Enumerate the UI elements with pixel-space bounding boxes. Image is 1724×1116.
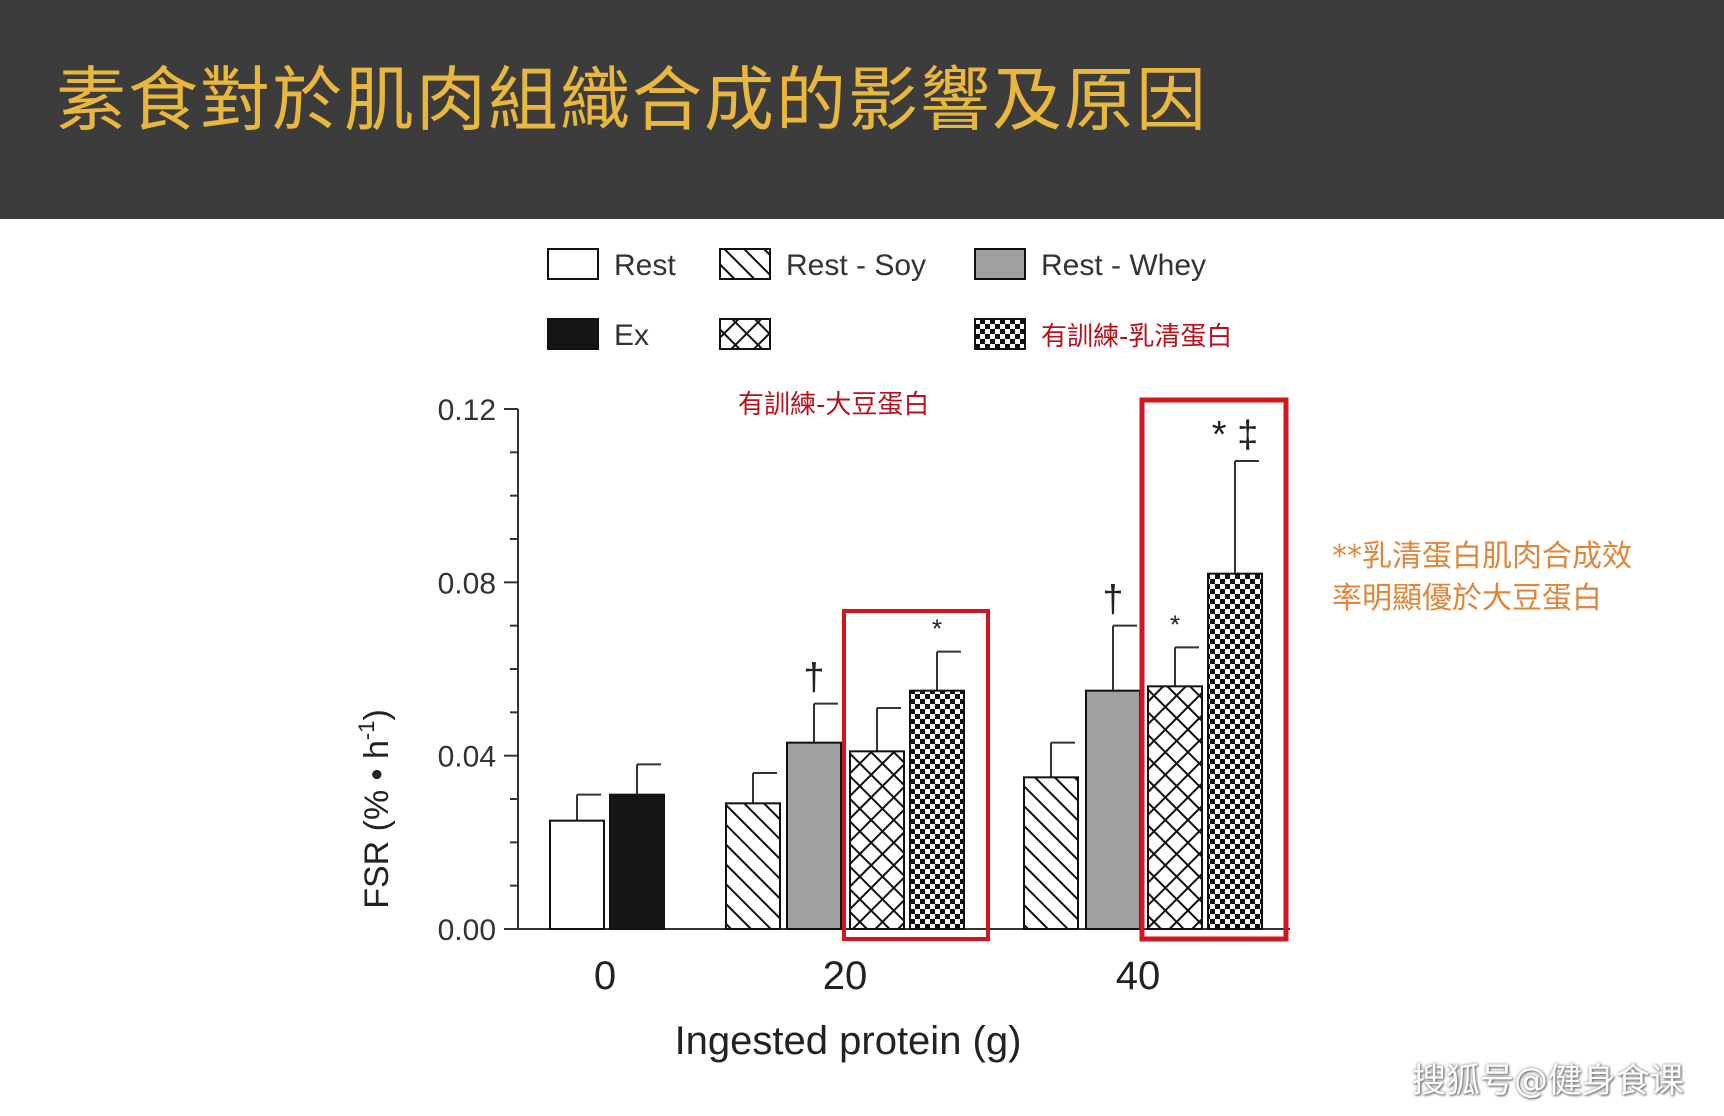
chart-annotations bbox=[842, 397, 1289, 942]
bar bbox=[786, 741, 842, 931]
legend-swatch bbox=[974, 248, 1026, 280]
y-tick-label: 0.12 bbox=[438, 394, 496, 427]
significance-mark: * ‡ bbox=[1212, 414, 1258, 456]
legend-label: Rest bbox=[614, 249, 676, 282]
slide-header: 素食對於肌肉組織合成的影響及原因 bbox=[0, 0, 1724, 219]
y-axis-label-sup: -1 bbox=[354, 721, 379, 741]
bar bbox=[725, 802, 781, 930]
bar bbox=[609, 793, 665, 931]
legend-swatch bbox=[719, 318, 771, 350]
whey-advantage-note-line2: 率明顯優於大豆蛋白 bbox=[1332, 581, 1602, 616]
x-axis-label: Ingested protein (g) bbox=[675, 1019, 1022, 1063]
significance-mark: * bbox=[932, 614, 942, 644]
y-tick-label: 0.00 bbox=[438, 914, 496, 947]
x-tick-label: 0 bbox=[594, 954, 616, 998]
y-axis-label-close: ) bbox=[358, 709, 396, 720]
bar bbox=[549, 819, 605, 931]
legend-label: Rest - Soy bbox=[786, 249, 926, 282]
y-tick-label: 0.04 bbox=[438, 741, 496, 774]
y-axis-label: FSR (% • h-1) bbox=[354, 709, 396, 909]
x-tick-label: 20 bbox=[823, 954, 868, 998]
watermark: 搜狐号@健身食课 bbox=[1412, 1061, 1684, 1101]
legend-swatch bbox=[547, 248, 599, 280]
whey-advantage-note-line1: **乳清蛋白肌肉合成效 bbox=[1332, 539, 1632, 574]
significance-mark: † bbox=[1102, 579, 1123, 621]
y-tick-label: 0.08 bbox=[438, 567, 496, 600]
bar bbox=[849, 750, 905, 930]
x-tick-label: 40 bbox=[1116, 954, 1161, 998]
legend-swatch bbox=[719, 248, 771, 280]
bar bbox=[1023, 776, 1079, 930]
bar bbox=[1147, 685, 1203, 931]
significance-mark: * bbox=[1170, 609, 1180, 639]
legend-label: Rest - Whey bbox=[1041, 249, 1206, 282]
chart-axes: 0.00 0.04 0.08 0.12 0 20 40 bbox=[438, 394, 1290, 998]
legend-label: Ex bbox=[614, 319, 649, 352]
significance-mark: † bbox=[803, 657, 824, 699]
y-axis-label-main: FSR (% • h bbox=[358, 740, 396, 909]
legend-swatch bbox=[974, 318, 1026, 350]
highlight-box-20g bbox=[842, 609, 990, 941]
slide-title: 素食對於肌肉組織合成的影響及原因 bbox=[56, 59, 1208, 141]
bar bbox=[909, 689, 965, 930]
soy-trained-label: 有訓練-大豆蛋白 bbox=[738, 390, 929, 420]
bar bbox=[1207, 572, 1263, 930]
chart-bars: † * † * * ‡ bbox=[549, 414, 1263, 931]
bar bbox=[1085, 689, 1141, 930]
fsr-bar-chart: Rest Rest - Soy Rest - Whey Ex 有訓練-乳清蛋白 0.00… bbox=[354, 248, 1632, 1063]
chart-legend: Rest Rest - Soy Rest - Whey Ex 有訓練-乳清蛋白 bbox=[547, 248, 1232, 352]
legend-label: 有訓練-乳清蛋白 bbox=[1041, 322, 1232, 352]
highlight-box-40g bbox=[1139, 397, 1289, 942]
legend-swatch bbox=[547, 318, 599, 350]
